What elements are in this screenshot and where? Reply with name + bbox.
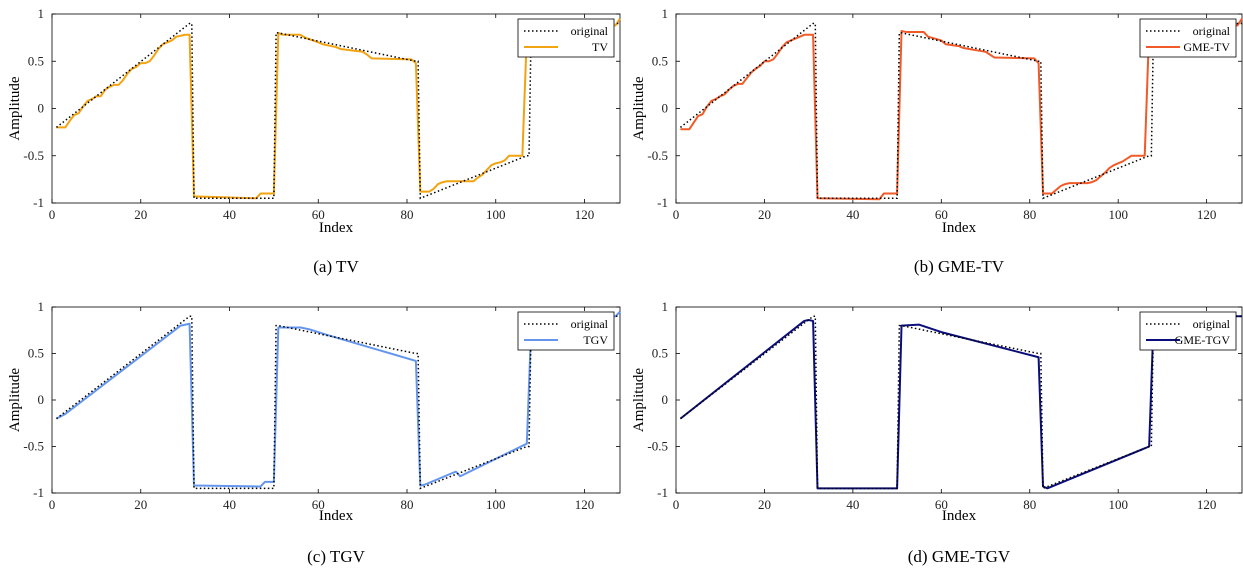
x-tick-label: 20: [134, 207, 147, 222]
series-line-original: [55, 22, 620, 200]
x-tick-label: 100: [1108, 497, 1128, 512]
subfigure-caption: (d) GME-TGV: [908, 547, 1011, 566]
x-tick-label: 20: [758, 207, 771, 222]
y-tick-label: 1: [38, 6, 45, 21]
x-tick-label: 40: [846, 207, 859, 222]
x-tick-label: 20: [134, 497, 147, 512]
y-tick-label: -1: [657, 195, 668, 210]
legend-label-tv: TV: [592, 40, 608, 54]
legend-label-original: original: [571, 24, 609, 38]
series-line-original: [55, 315, 620, 490]
series-line-gme-tv: [680, 18, 1243, 201]
x-tick-label: 80: [1023, 497, 1036, 512]
x-tick-label: 0: [49, 207, 56, 222]
y-tick-label: -0.5: [23, 148, 44, 163]
x-tick-label: 0: [673, 207, 680, 222]
y-axis-label: Amplitude: [7, 368, 23, 433]
x-tick-label: 40: [846, 497, 859, 512]
series-line-tgv: [55, 310, 621, 488]
y-tick-label: 0: [38, 392, 45, 407]
x-tick-label: 20: [758, 497, 771, 512]
y-axis-label: Amplitude: [7, 76, 23, 141]
x-tick-label: 40: [223, 497, 236, 512]
y-tick-label: 1: [38, 299, 45, 314]
x-tick-label: 80: [401, 207, 414, 222]
y-tick-label: 0.5: [28, 53, 44, 68]
y-tick-label: -1: [33, 195, 44, 210]
y-tick-label: 0: [38, 101, 45, 116]
x-axis-label: Index: [319, 220, 354, 236]
legend-box: [517, 18, 615, 58]
legend-label-original: original: [1193, 317, 1231, 331]
series-line-tv: [56, 18, 621, 200]
legend-label-gme-tgv: GME-TGV: [1175, 333, 1231, 347]
x-tick-label: 100: [486, 497, 506, 512]
legend-label-original: original: [1193, 24, 1231, 38]
y-tick-label: -1: [657, 485, 668, 500]
series-line-original: [679, 22, 1242, 200]
y-tick-label: 0: [662, 101, 669, 116]
x-tick-label: 120: [1197, 207, 1217, 222]
panel-gme-tv: 0 20 40 60 80 100 120 -1 -0.5 0 0.5 1 Index Amplitude…: [631, 6, 1243, 276]
x-tick-label: 60: [935, 207, 948, 222]
x-tick-label: 80: [1023, 207, 1036, 222]
panel-gme-tgv: 0 20 40 60 80 100 120 -1 -0.5 0 0.5 1 Index Amplitude…: [631, 299, 1243, 566]
x-tick-label: 0: [673, 497, 680, 512]
y-axis-label: Amplitude: [631, 368, 647, 433]
legend-box: [1139, 311, 1237, 351]
x-tick-label: 80: [401, 497, 414, 512]
y-tick-label: 0.5: [652, 53, 668, 68]
y-tick-label: 0.5: [28, 346, 44, 361]
legend-label-tgv: TGV: [583, 333, 608, 347]
y-tick-label: -0.5: [647, 148, 668, 163]
subfigure-caption: (c) TGV: [307, 547, 365, 566]
panel-tv: 0 20 40 60 80 100 120 -1 -0.5 0 0.5 1 Index Amplitude…: [7, 6, 621, 276]
x-tick-label: 0: [49, 497, 56, 512]
x-tick-label: 120: [1197, 497, 1217, 512]
x-axis-label: Index: [942, 220, 977, 236]
x-axis-label: Index: [319, 508, 354, 524]
y-axis-label: Amplitude: [631, 76, 647, 141]
subfigure-caption: (a) TV: [313, 257, 359, 276]
x-tick-label: 100: [1108, 207, 1128, 222]
y-tick-label: 0: [662, 392, 669, 407]
x-tick-label: 120: [575, 497, 595, 512]
y-tick-label: 1: [662, 6, 669, 21]
y-tick-label: 1: [662, 299, 669, 314]
subfigure-caption: (b) GME-TV: [914, 257, 1005, 276]
series-line-original: [679, 315, 1242, 490]
x-tick-label: 60: [312, 497, 325, 512]
panel-tgv: 0 20 40 60 80 100 120 -1 -0.5 0 0.5 1 Index Amplitude…: [7, 299, 621, 566]
x-tick-label: 40: [223, 207, 236, 222]
x-tick-label: 120: [575, 207, 595, 222]
legend-box: [1139, 18, 1237, 58]
x-tick-label: 100: [486, 207, 506, 222]
legend-box: [517, 311, 615, 351]
y-tick-label: -1: [33, 485, 44, 500]
x-tick-label: 60: [312, 207, 325, 222]
y-tick-label: -0.5: [23, 439, 44, 454]
legend-label-gme-tv: GME-TV: [1183, 40, 1230, 54]
legend-label-original: original: [571, 317, 609, 331]
x-tick-label: 60: [935, 497, 948, 512]
x-axis-label: Index: [942, 508, 977, 524]
y-tick-label: 0.5: [652, 346, 668, 361]
y-tick-label: -0.5: [647, 439, 668, 454]
